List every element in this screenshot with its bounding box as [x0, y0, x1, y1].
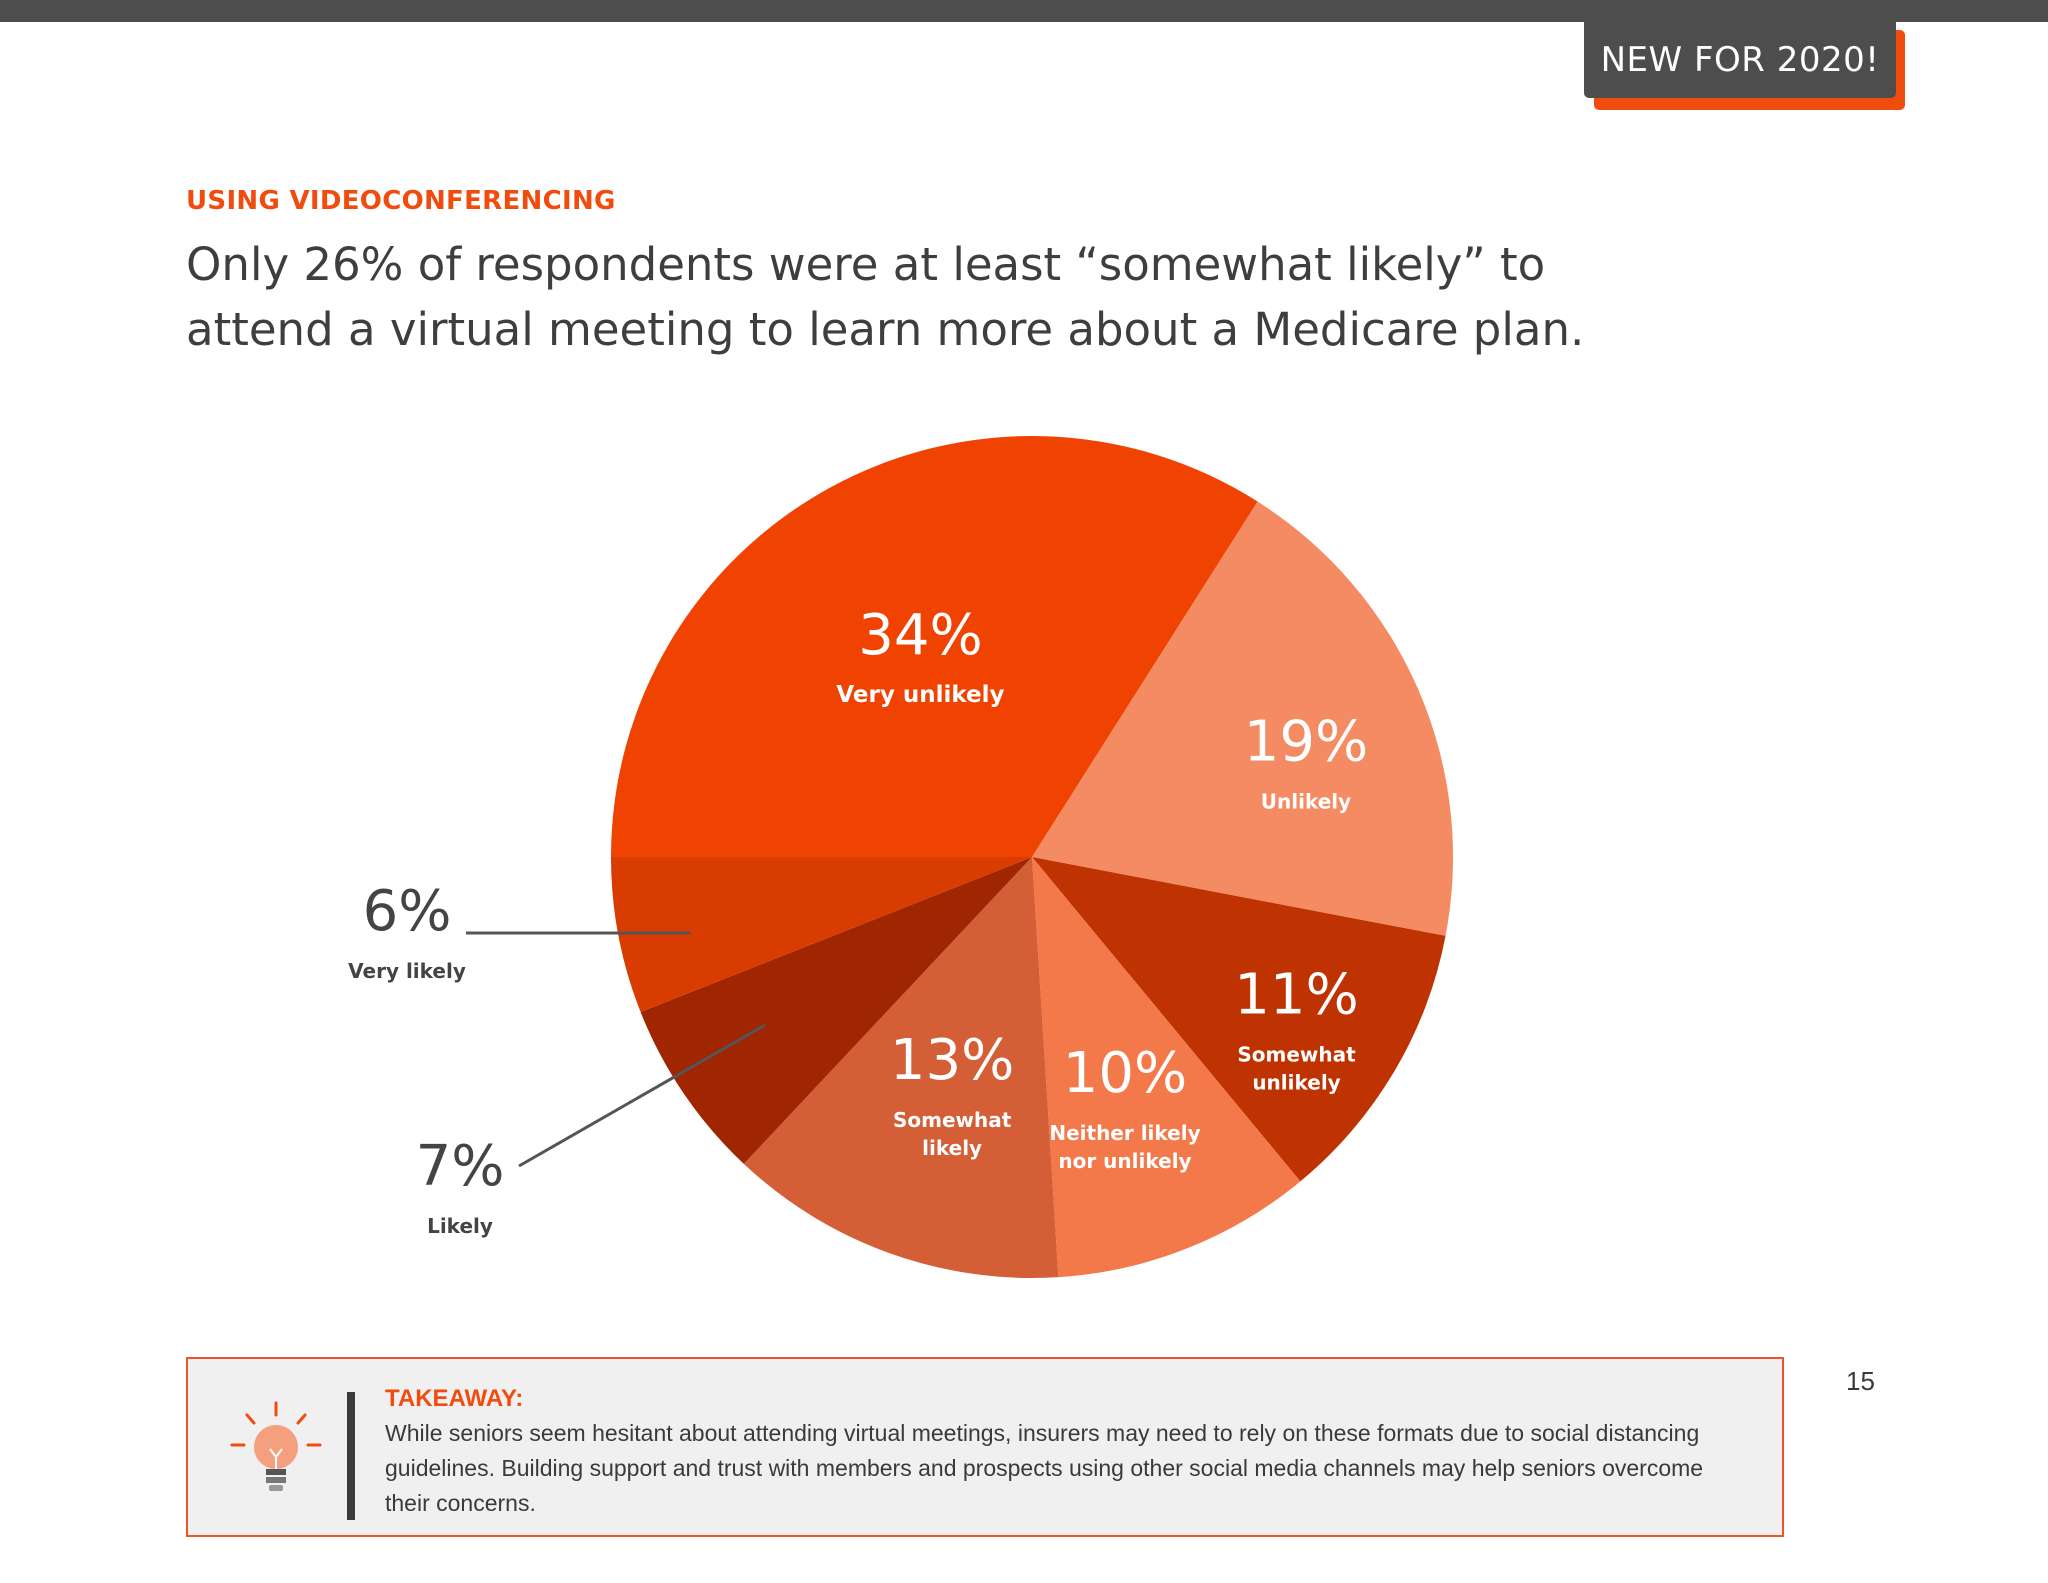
leader-line-likely — [518, 1023, 766, 1168]
data-label-somewhat-unlikely: 11% — [1234, 962, 1358, 1027]
section-label: USING VIDEOCONFERENCING — [186, 186, 616, 216]
category-label-somewhat-unlikely: Somewhat unlikely — [1237, 1042, 1356, 1094]
data-label-unlikely: 19% — [1244, 710, 1368, 775]
pie-slice-somewhat-likely — [743, 857, 1059, 1278]
pie-slice-likely — [640, 857, 1032, 1164]
pie-slice-very-likely — [611, 857, 1032, 1012]
pie-slice-very-unlikely — [611, 435, 1258, 857]
data-label-very-likely: 6% — [363, 879, 452, 944]
page-number: 15 — [1846, 1366, 1875, 1396]
lightbulb-icon — [230, 1401, 322, 1491]
category-label-somewhat-likely: Somewhat likely — [893, 1108, 1012, 1160]
category-label-very-likely: Very likely — [348, 959, 466, 983]
category-label-unlikely: Unlikely — [1261, 790, 1351, 814]
data-label-neither-likely-nor-unlikely: 10% — [1063, 1041, 1187, 1106]
pie-slice-somewhat-unlikely — [1032, 857, 1446, 1182]
takeaway-text: While seniors seem hesitant about attend… — [385, 1420, 1704, 1516]
category-label-likely: Likely — [427, 1214, 493, 1238]
new-badge: NEW FOR 2020! — [1584, 22, 1896, 98]
pie-slice-neither-likely-nor-unlikely — [1032, 857, 1301, 1278]
category-label-very-unlikely: Very unlikely — [836, 682, 1004, 708]
takeaway-divider — [347, 1392, 355, 1520]
data-label-very-unlikely: 34% — [858, 603, 982, 668]
top-bar — [0, 0, 2048, 22]
page-headline: Only 26% of respondents were at least “s… — [186, 238, 1585, 356]
data-label-likely: 7% — [416, 1134, 505, 1199]
takeaway-title: TAKEAWAY: — [385, 1385, 524, 1412]
category-label-neither-likely-nor-unlikely: Neither likely nor unlikely — [1049, 1121, 1200, 1173]
takeaway-box: TAKEAWAY: While seniors seem hesitant ab… — [186, 1357, 1784, 1537]
pie-slice-unlikely — [1032, 501, 1454, 936]
data-label-somewhat-likely: 13% — [890, 1028, 1014, 1093]
